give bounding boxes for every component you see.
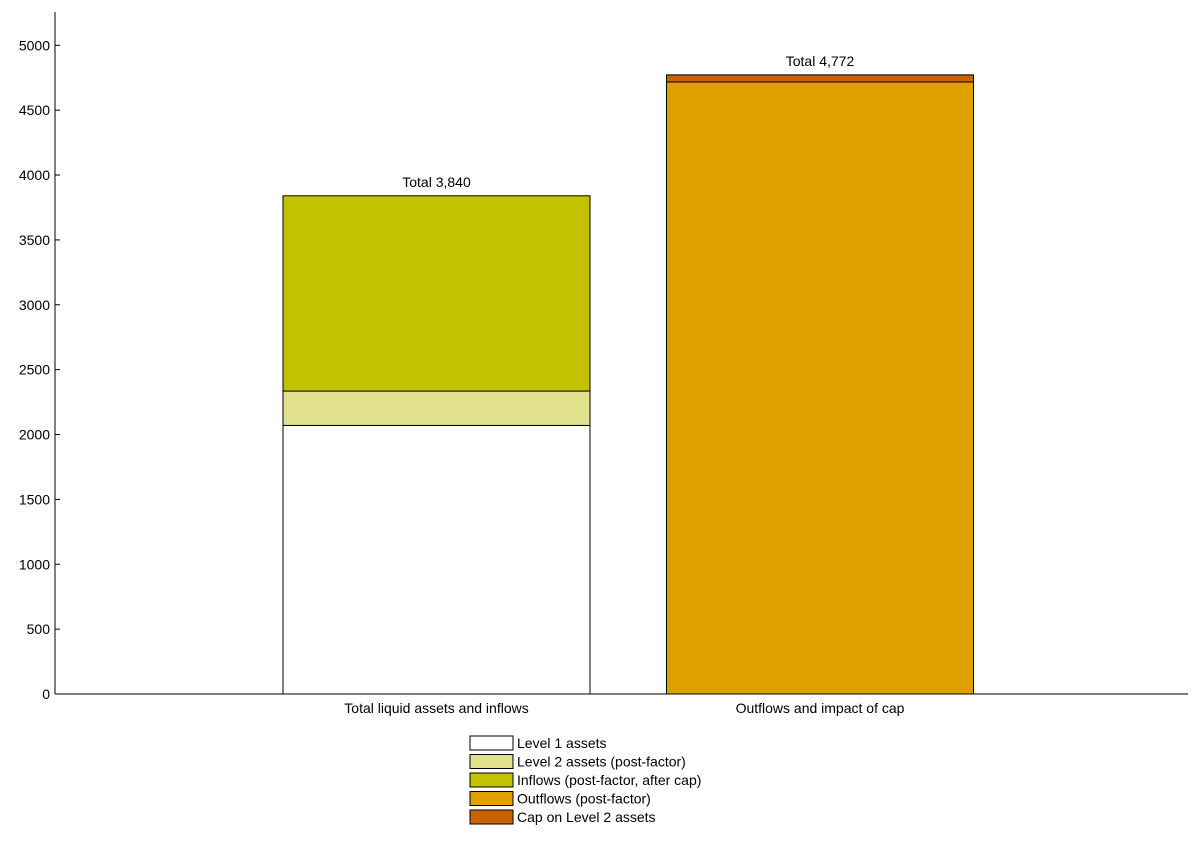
legend-swatch <box>469 754 514 769</box>
y-tick-label: 2500 <box>19 362 50 378</box>
y-tick-label: 500 <box>27 621 51 637</box>
bars <box>282 74 974 695</box>
total-label: Total 4,772 <box>786 53 855 69</box>
y-tick-label: 1000 <box>19 556 50 572</box>
legend-label: Cap on Level 2 assets <box>517 809 656 825</box>
category-label: Total liquid assets and inflows <box>344 700 528 716</box>
bar-segment <box>282 390 591 426</box>
bar-segment <box>282 424 591 695</box>
legend-label: Level 1 assets <box>517 735 607 751</box>
category-label: Outflows and impact of cap <box>736 700 905 716</box>
legend-swatch <box>469 809 514 825</box>
y-tick-label: 3000 <box>19 297 50 313</box>
legend-label: Level 2 assets (post-factor) <box>517 754 686 770</box>
legend-label: Outflows (post-factor) <box>517 791 651 807</box>
y-tick-label: 0 <box>42 686 50 702</box>
bar-segment <box>282 195 591 392</box>
y-tick-label: 1500 <box>19 491 50 507</box>
bar-segment <box>666 81 974 695</box>
y-tick-label: 5000 <box>19 37 50 53</box>
legend: Level 1 assets Level 2 assets (post-facto… <box>469 735 701 825</box>
y-tick-label: 4000 <box>19 167 50 183</box>
bar-segment <box>666 74 974 83</box>
labels: Total 3,840 Total liquid assets and inflo… <box>344 53 904 716</box>
legend-label: Inflows (post-factor, after cap) <box>517 772 701 788</box>
legend-swatch <box>469 772 514 788</box>
total-label: Total 3,840 <box>402 174 471 190</box>
legend-swatch <box>469 735 514 751</box>
y-tick-label: 3500 <box>19 232 50 248</box>
y-tick-label: 2000 <box>19 427 50 443</box>
y-tick-label: 4500 <box>19 102 50 118</box>
legend-swatch <box>469 791 514 806</box>
axes: 0 500 1000 1500 2000 2500 3000 3500 4000 4500 5000 <box>19 12 1188 702</box>
